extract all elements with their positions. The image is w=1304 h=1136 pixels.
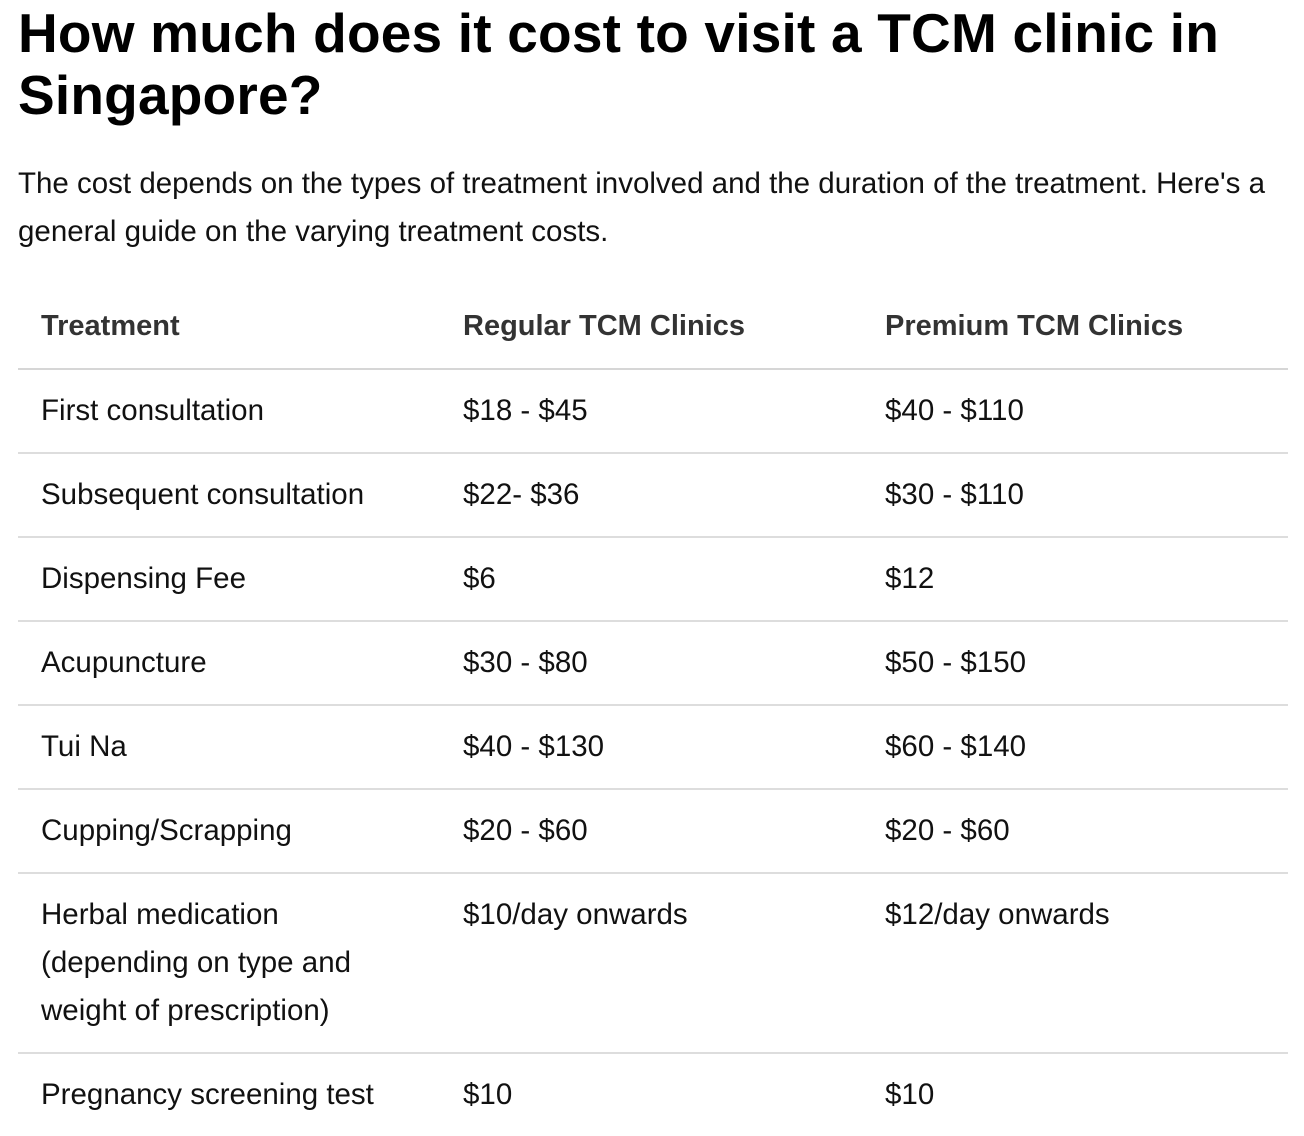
intro-paragraph: The cost depends on the types of treatme… — [18, 167, 1266, 248]
cell-premium-price: $12 — [862, 537, 1288, 622]
page-title: How much does it cost to visit a TCM cli… — [18, 2, 1220, 126]
cell-treatment: Pregnancy screening test — [41, 1078, 374, 1111]
cell-premium-price: $12/day onwards — [862, 873, 1288, 1054]
cell-premium-price: $60 - $140 — [862, 705, 1288, 790]
cell-treatment: Subsequent consultation — [18, 453, 440, 538]
table-row: Herbal medication (depending on type and… — [18, 873, 1288, 1054]
table-row: Tui Na $40 - $130 $60 - $140 — [18, 705, 1288, 790]
table-row: First consultation $18 - $45 $40 - $110 — [18, 369, 1288, 454]
cell-premium-price: $40 - $110 — [862, 369, 1288, 454]
cell-regular-price: $6 — [440, 537, 862, 622]
cell-treatment: Dispensing Fee — [18, 537, 440, 622]
table-row: Subsequent consultation $22- $36 $30 - $… — [18, 453, 1288, 538]
cell-treatment: Herbal medication (depending on type and… — [18, 873, 440, 1054]
cell-regular-price: $10/day onwards — [440, 873, 862, 1054]
table-header-row: Treatment Regular TCM Clinics Premium TC… — [18, 286, 1288, 370]
cell-regular-price: $40 - $130 — [440, 705, 862, 790]
cell-treatment: Tui Na — [18, 705, 440, 790]
cell-regular-price: $10 — [463, 1078, 513, 1111]
cell-premium-price: $20 - $60 — [862, 789, 1288, 874]
cell-premium-price: $50 - $150 — [862, 621, 1288, 706]
cell-treatment: Cupping/Scrapping — [18, 789, 440, 874]
cell-premium-price: $10 — [885, 1078, 935, 1111]
cell-regular-price: $22- $36 — [440, 453, 862, 538]
table-row: Acupuncture $30 - $80 $50 - $150 — [18, 621, 1288, 706]
table-row: Dispensing Fee $6 $12 — [18, 537, 1288, 622]
cell-regular-price: $18 - $45 — [440, 369, 862, 454]
treatment-cost-table: Treatment Regular TCM Clinics Premium TC… — [18, 286, 1288, 1136]
cell-treatment: Acupuncture — [18, 621, 440, 706]
cell-treatment: First consultation — [18, 369, 440, 454]
cell-regular-price: $30 - $80 — [440, 621, 862, 706]
table-row: Pregnancy screening test $10 $10 — [18, 1053, 1288, 1136]
column-header-premium: Premium TCM Clinics — [862, 286, 1288, 370]
column-header-treatment: Treatment — [18, 286, 440, 370]
table-row: Cupping/Scrapping $20 - $60 $20 - $60 — [18, 789, 1288, 874]
cell-premium-price: $30 - $110 — [862, 453, 1288, 538]
cell-regular-price: $20 - $60 — [440, 789, 862, 874]
column-header-regular: Regular TCM Clinics — [440, 286, 862, 370]
